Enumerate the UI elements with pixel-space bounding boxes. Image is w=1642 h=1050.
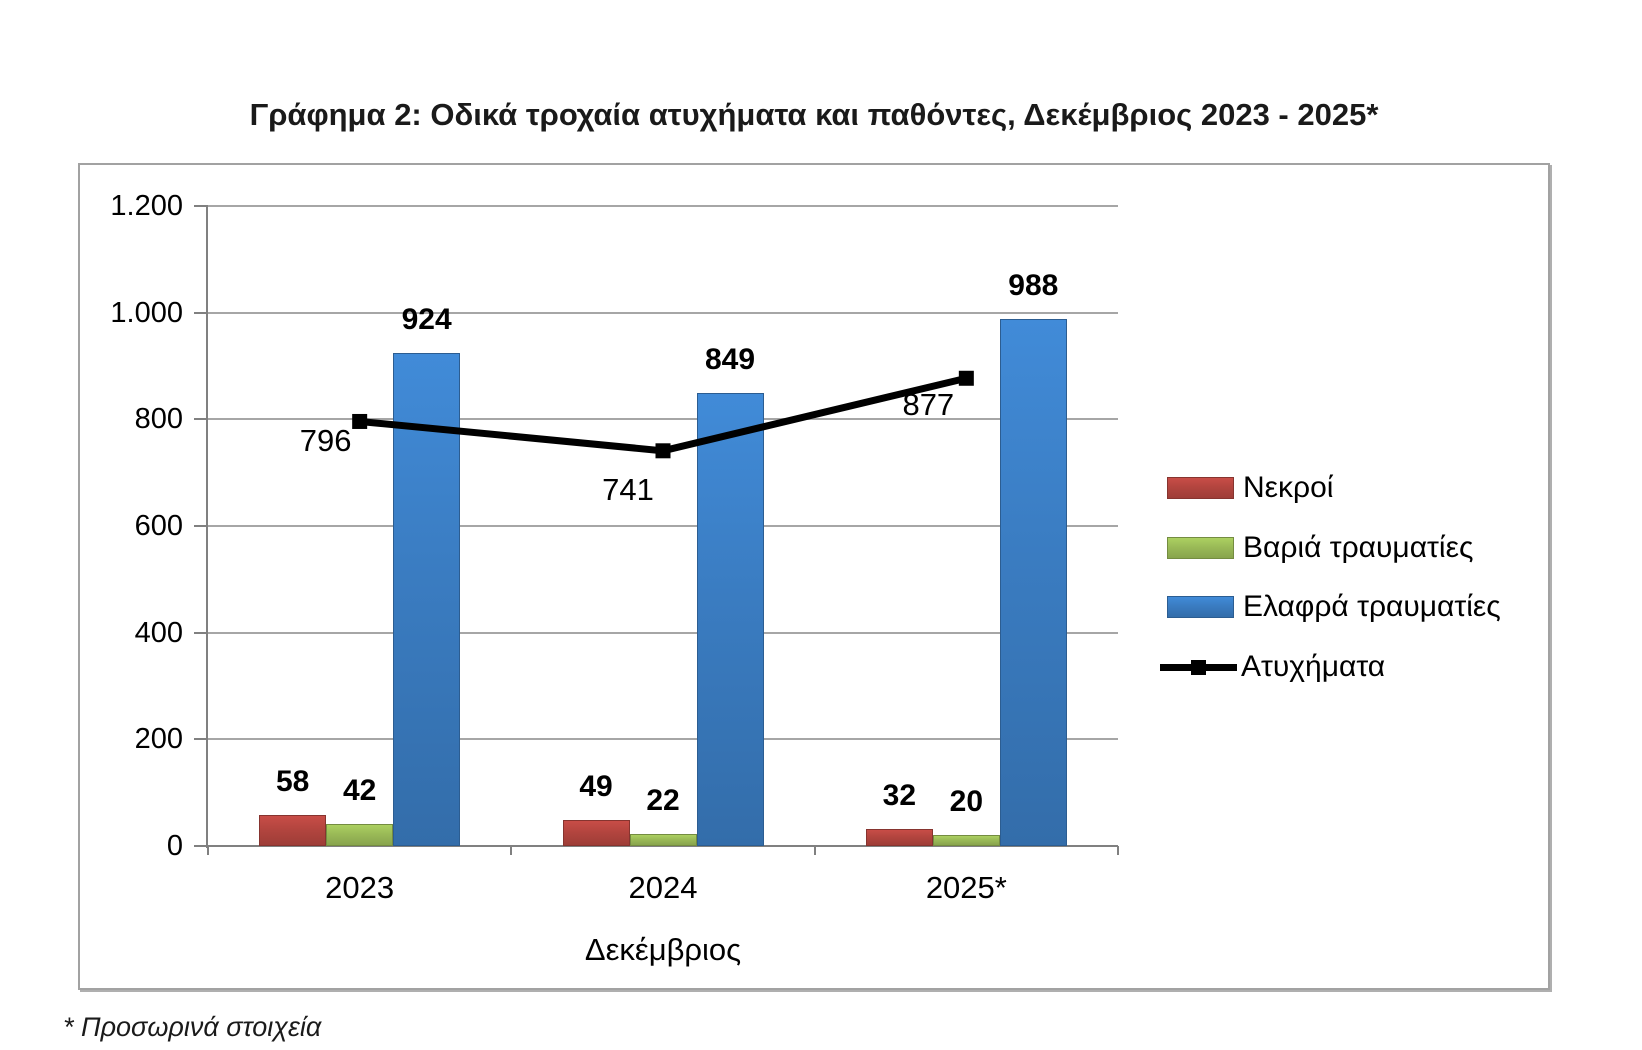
bar-0-1 [562, 819, 630, 846]
bar-value-label: 849 [704, 343, 756, 377]
category-label: 2025* [925, 870, 1007, 905]
y-gridline [208, 631, 1118, 634]
line-series [352, 370, 974, 459]
bar-1-1 [629, 834, 697, 846]
bar-value-label: 49 [579, 769, 613, 803]
y-axis-tick [194, 738, 208, 741]
y-gridline [208, 311, 1118, 314]
y-gridline [208, 738, 1118, 741]
line-value-label: 877 [902, 387, 955, 423]
bar-value-label: 20 [949, 785, 984, 819]
bar-1-2 [932, 835, 1000, 846]
legend-swatch [1167, 477, 1234, 499]
bar-2-2 [999, 319, 1067, 846]
line-marker [655, 443, 671, 459]
y-axis-tick [194, 418, 208, 421]
bar-0-0 [259, 815, 327, 846]
y-tick-label: 1.200 [110, 190, 183, 222]
category-label: 2024 [628, 870, 698, 905]
bar-value-label: 42 [342, 773, 377, 807]
line-marker [958, 370, 974, 386]
x-axis-title: Δεκέμβριος [584, 932, 742, 967]
bar-1-0 [326, 823, 394, 846]
y-tick-label: 800 [134, 403, 183, 436]
legend-item: Βαριά τραυματίες [1160, 530, 1473, 566]
line-value-label: 796 [299, 423, 352, 459]
bar-value-label: 58 [275, 765, 310, 799]
bar-0-2 [865, 828, 933, 846]
bar-value-label: 988 [1008, 269, 1059, 303]
y-tick-label: 200 [134, 723, 183, 756]
y-axis-tick [194, 311, 208, 314]
y-axis-tick [194, 631, 208, 634]
y-gridline [208, 418, 1118, 421]
legend-line-sample [1160, 657, 1237, 677]
x-axis-tick [813, 846, 816, 855]
y-gridline [208, 205, 1118, 207]
legend-label: Ατυχήματα [1241, 649, 1386, 683]
x-axis-line [208, 845, 1118, 847]
legend-marker-icon [1191, 659, 1206, 675]
y-axis-tick [194, 205, 208, 207]
line-marker [352, 413, 368, 429]
y-gridline [208, 525, 1118, 527]
legend-item: Ελαφρά τραυματίες [1160, 589, 1501, 625]
legend-label: Ελαφρά τραυματίες [1243, 590, 1501, 623]
bar-2-1 [696, 393, 764, 846]
y-tick-label: 0 [166, 830, 183, 862]
bar-value-label: 924 [401, 303, 452, 337]
footnote: * Προσωρινά στοιχεία [63, 1012, 322, 1042]
bar-value-label: 32 [882, 778, 917, 812]
y-axis-tick [194, 525, 208, 527]
x-axis-tick [510, 846, 513, 855]
legend-swatch [1167, 536, 1234, 559]
y-axis-line [206, 206, 208, 848]
x-axis-tick [207, 846, 209, 855]
legend-item: Νεκροί [1160, 470, 1333, 506]
legend-swatch [1167, 596, 1234, 618]
chart-title: Γράφημα 2: Οδικά τροχαία ατυχήματα και π… [249, 97, 1379, 132]
x-axis-tick [1117, 846, 1119, 855]
bar-value-label: 22 [646, 784, 680, 818]
category-label: 2023 [325, 870, 395, 905]
y-axis-tick [194, 845, 208, 847]
y-tick-label: 1.000 [110, 296, 183, 329]
line-value-label: 741 [602, 471, 654, 507]
legend-label: Νεκροί [1243, 471, 1334, 504]
bar-2-0 [393, 353, 461, 846]
y-tick-label: 600 [134, 510, 183, 542]
legend-item: Ατυχήματα [1160, 649, 1385, 685]
y-tick-label: 400 [134, 616, 183, 649]
legend-label: Βαριά τραυματίες [1243, 530, 1474, 564]
